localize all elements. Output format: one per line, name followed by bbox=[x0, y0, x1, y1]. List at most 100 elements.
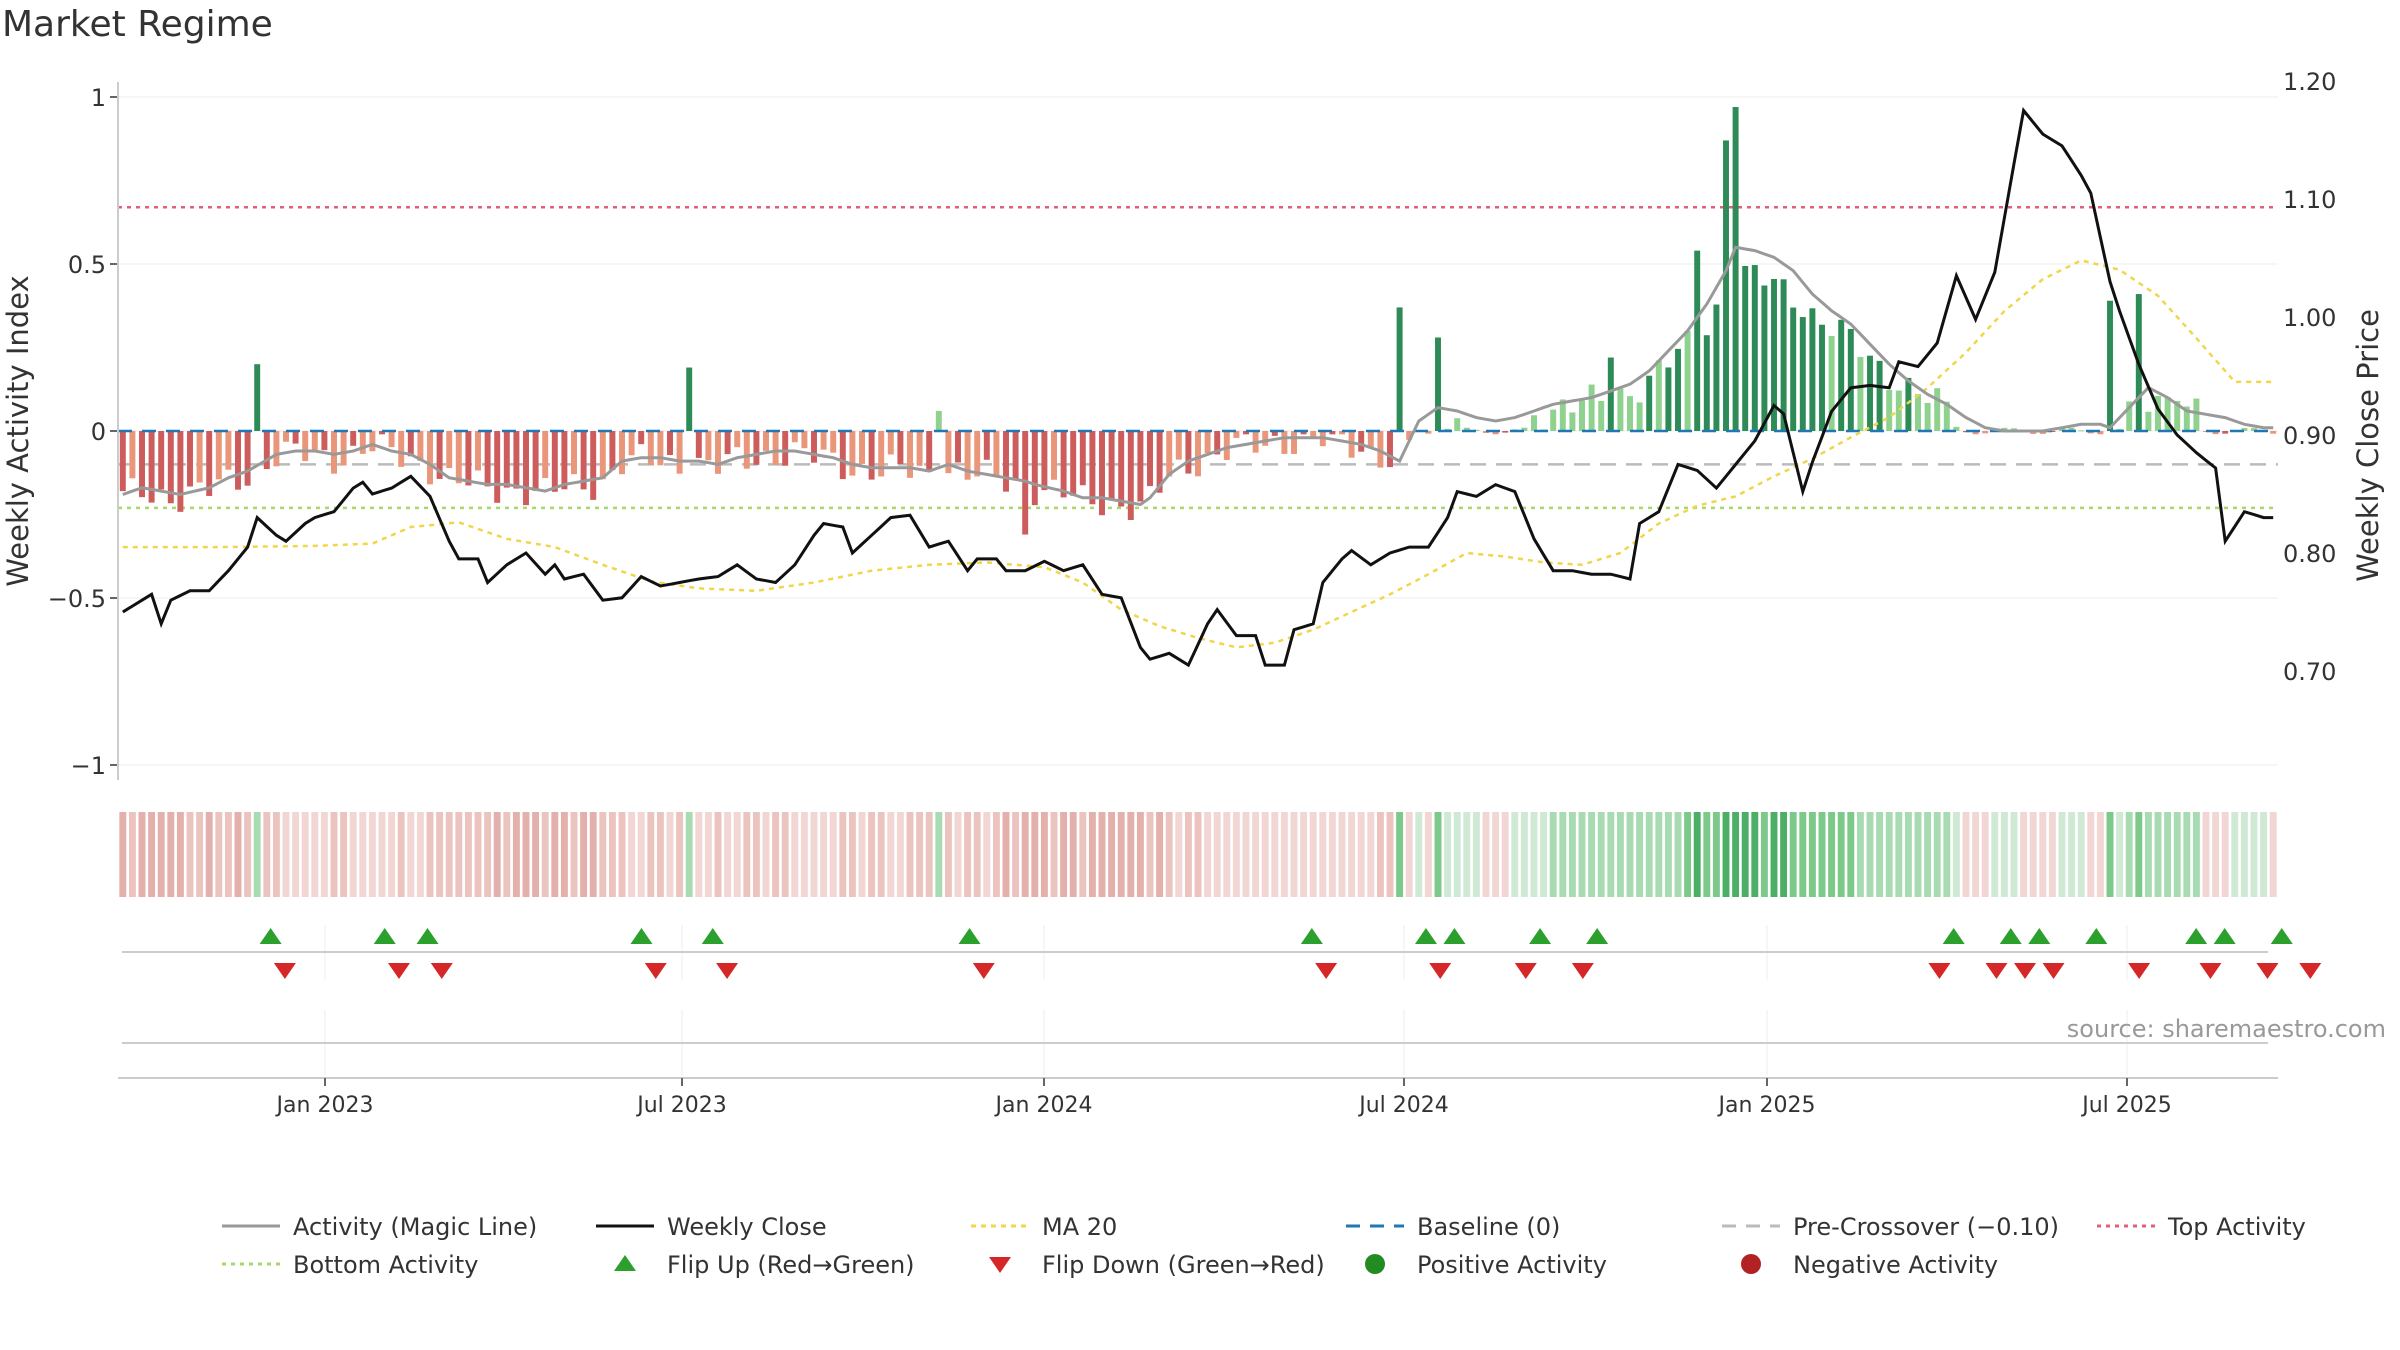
regime-strip-cell bbox=[695, 812, 703, 897]
y-left-axis-label: Weekly Activity Index bbox=[1, 275, 35, 586]
regime-strip-cell bbox=[589, 812, 597, 897]
activity-bar bbox=[1291, 431, 1297, 454]
regime-strip-cell bbox=[1895, 812, 1903, 897]
regime-strip-cell bbox=[647, 812, 655, 897]
regime-strip-cell bbox=[1501, 812, 1509, 897]
regime-strip-cell bbox=[1031, 812, 1039, 897]
activity-bar bbox=[974, 431, 981, 477]
activity-bar bbox=[1703, 335, 1710, 431]
activity-bar bbox=[1060, 431, 1067, 498]
activity-bar bbox=[2183, 406, 2190, 431]
regime-strip-cell bbox=[2125, 812, 2133, 897]
activity-bar bbox=[983, 431, 990, 460]
activity-bar bbox=[887, 431, 894, 455]
regime-strip-cell bbox=[2250, 812, 2258, 897]
regime-strip-cell bbox=[1770, 812, 1778, 897]
activity-bar bbox=[1223, 431, 1230, 461]
regime-strip-cell bbox=[1885, 812, 1893, 897]
regime-strip-cell bbox=[234, 812, 242, 897]
y-right-tick-label: 0.90 bbox=[2283, 422, 2336, 450]
regime-strip-cell bbox=[1482, 812, 1490, 897]
lower-panel bbox=[118, 1042, 2278, 1079]
activity-bar bbox=[321, 431, 328, 451]
activity-bar bbox=[1329, 431, 1336, 435]
regime-strip-cell bbox=[724, 812, 732, 897]
regime-strip-cell bbox=[704, 812, 712, 897]
regime-strip-cell bbox=[944, 812, 952, 897]
activity-bar bbox=[158, 431, 165, 490]
regime-strip-cell bbox=[868, 812, 876, 897]
activity-bar bbox=[1675, 348, 1681, 431]
activity-bar bbox=[1473, 429, 1480, 431]
flip-down-marker bbox=[2299, 963, 2322, 979]
regime-strip-cell bbox=[378, 812, 386, 897]
regime-strip-cell bbox=[1645, 812, 1653, 897]
regime-strip-cell bbox=[455, 812, 463, 897]
regime-strip-cell bbox=[2269, 812, 2277, 897]
flip-down-marker bbox=[2199, 963, 2222, 979]
activity-bar bbox=[1847, 328, 1854, 431]
activity-bar bbox=[1857, 356, 1864, 431]
activity-bar bbox=[1243, 431, 1249, 435]
activity-bar bbox=[369, 431, 376, 452]
activity-bar bbox=[859, 431, 865, 464]
regime-strip-cell bbox=[1012, 812, 1020, 897]
regime-strip-cell bbox=[1789, 812, 1797, 897]
activity-bar bbox=[2145, 411, 2152, 431]
y-right-tick-label: 0.80 bbox=[2283, 540, 2336, 568]
activity-bar bbox=[1492, 431, 1499, 435]
regime-strip-cell bbox=[1040, 812, 1048, 897]
activity-bar bbox=[1684, 330, 1691, 431]
regime-strip-cell bbox=[733, 812, 741, 897]
regime-strip-cell bbox=[2212, 812, 2220, 897]
activity-bar bbox=[1454, 418, 1461, 431]
regime-strip-cell bbox=[1357, 812, 1365, 897]
activity-bar bbox=[119, 431, 126, 492]
flip-up-marker bbox=[1942, 928, 1965, 944]
regime-strip-cell bbox=[1588, 812, 1596, 897]
regime-strip-cell bbox=[349, 812, 357, 897]
regime-strip-cell bbox=[416, 812, 424, 897]
regime-strip-cell bbox=[2010, 812, 2018, 897]
regime-strip-cell bbox=[1712, 812, 1720, 897]
regime-strip-cell bbox=[167, 812, 175, 897]
regime-strip-cell bbox=[359, 812, 367, 897]
regime-strip-cell bbox=[954, 812, 962, 897]
regime-strip-cell bbox=[1684, 812, 1692, 897]
regime-strip-cell bbox=[1463, 812, 1471, 897]
x-tick-label: Jan 2023 bbox=[275, 1093, 374, 1118]
activity-bar bbox=[695, 431, 702, 458]
regime-strip-cell bbox=[2164, 812, 2172, 897]
regime-strip-cell bbox=[119, 812, 127, 897]
regime-strip-cell bbox=[935, 812, 943, 897]
weekly-close-line bbox=[122, 107, 2274, 668]
activity-bar bbox=[187, 431, 193, 487]
regime-strip-cell bbox=[1607, 812, 1615, 897]
regime-strip-cell bbox=[2144, 812, 2152, 897]
regime-strip-cell bbox=[1799, 812, 1807, 897]
regime-strip-cell bbox=[887, 812, 895, 897]
regime-strip-cell bbox=[1088, 812, 1096, 897]
activity-bar bbox=[763, 431, 769, 451]
regime-strip-cell bbox=[1175, 812, 1183, 897]
regime-strip-cell bbox=[1367, 812, 1375, 897]
activity-bar bbox=[1972, 431, 1979, 435]
y-left-tick-label: 0 bbox=[91, 418, 106, 446]
activity-bar bbox=[734, 431, 741, 448]
activity-bar bbox=[705, 431, 712, 461]
activity-bar bbox=[1012, 431, 1019, 479]
regime-strip-cell bbox=[503, 812, 511, 897]
regime-strip-cell bbox=[1828, 812, 1836, 897]
regime-strip-cell bbox=[224, 812, 232, 897]
activity-bar bbox=[475, 431, 481, 471]
flip-down-marker bbox=[388, 963, 411, 979]
activity-bar bbox=[801, 431, 808, 449]
activity-bar bbox=[1943, 401, 1950, 431]
flip-up-marker bbox=[2028, 928, 2051, 944]
flip-up-marker bbox=[701, 928, 724, 944]
activity-bar bbox=[2107, 300, 2113, 431]
regime-strip-cell bbox=[1079, 812, 1087, 897]
regime-strip-cell bbox=[1002, 812, 1010, 897]
activity-bar bbox=[724, 431, 731, 455]
regime-strip-cell bbox=[330, 812, 338, 897]
